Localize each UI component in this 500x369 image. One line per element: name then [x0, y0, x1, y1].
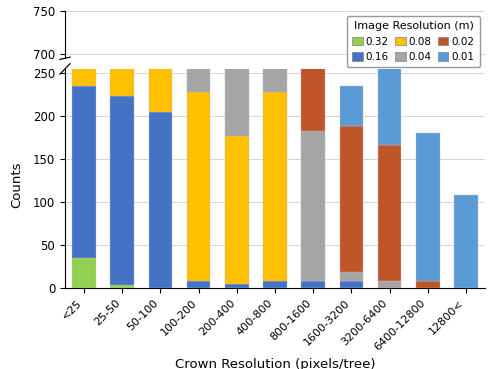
Bar	[340, 272, 363, 281]
Bar	[302, 17, 325, 41]
Bar	[263, 315, 287, 339]
Bar	[302, 41, 325, 131]
Bar	[148, 0, 172, 19]
Bar	[225, 283, 248, 288]
Bar	[187, 92, 210, 281]
Bar	[148, 19, 172, 112]
Bar	[148, 112, 172, 288]
Bar	[454, 195, 477, 288]
Bar	[110, 285, 134, 288]
Bar	[72, 48, 96, 86]
Bar	[225, 14, 248, 136]
Bar	[416, 281, 440, 288]
Bar	[72, 86, 96, 258]
Bar	[263, 0, 287, 92]
Bar	[378, 54, 402, 145]
Bar	[72, 36, 96, 41]
Bar	[340, 127, 363, 272]
Bar	[302, 281, 325, 288]
Bar	[263, 306, 287, 315]
Bar	[187, 36, 210, 45]
Bar	[72, 258, 96, 288]
Bar	[263, 339, 287, 369]
X-axis label: Crown Resolution (pixels/tree): Crown Resolution (pixels/tree)	[175, 358, 375, 369]
Bar	[225, 0, 248, 14]
Bar	[225, 357, 248, 369]
Bar	[225, 136, 248, 283]
Bar	[72, 41, 96, 43]
Bar	[225, 353, 248, 357]
Bar	[378, 281, 402, 288]
Bar	[302, 131, 325, 281]
Bar	[148, 362, 172, 369]
Bar	[378, 145, 402, 281]
Text: Counts: Counts	[10, 161, 23, 208]
Bar	[416, 133, 440, 281]
Bar	[110, 96, 134, 285]
Bar	[263, 92, 287, 281]
Bar	[187, 45, 210, 92]
Bar	[110, 45, 134, 48]
Bar	[148, 359, 172, 362]
Bar	[72, 43, 96, 48]
Bar	[263, 281, 287, 288]
Bar	[340, 281, 363, 288]
Bar	[187, 281, 210, 288]
Legend: 0.32, 0.16, 0.08, 0.04, 0.02, 0.01: 0.32, 0.16, 0.08, 0.04, 0.02, 0.01	[347, 16, 480, 67]
Bar	[110, 48, 134, 56]
Bar	[340, 86, 363, 127]
Bar	[110, 56, 134, 96]
